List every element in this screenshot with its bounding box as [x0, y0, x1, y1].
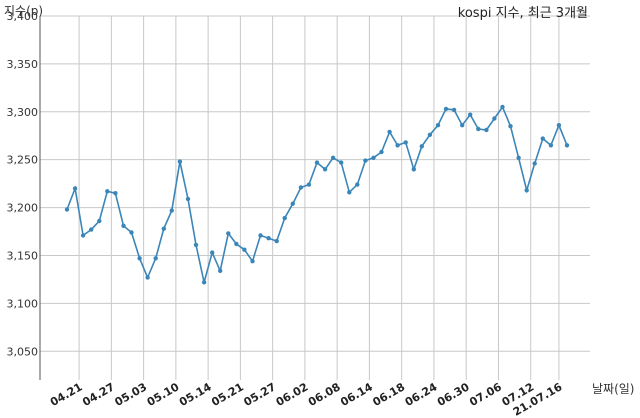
x-tick-label: 05.14	[177, 380, 214, 409]
data-point	[226, 231, 231, 236]
y-tick-label: 3,150	[7, 249, 39, 262]
grid-lines	[40, 15, 590, 380]
y-tick-label: 3,050	[7, 345, 39, 358]
data-point	[411, 167, 416, 172]
y-tick-label: 3,400	[7, 10, 39, 23]
data-point	[314, 160, 320, 165]
data-point	[80, 233, 86, 238]
data-point	[306, 182, 312, 187]
data-point	[250, 259, 255, 264]
data-point	[564, 143, 570, 148]
data-point	[169, 208, 174, 213]
x-tick-label: 06.18	[371, 380, 408, 409]
data-point	[379, 149, 384, 155]
y-tick-label: 3,350	[7, 58, 39, 71]
data-point	[121, 223, 126, 228]
data-point	[492, 116, 497, 121]
data-point	[451, 107, 457, 113]
data-point	[210, 250, 215, 255]
data-point	[282, 215, 287, 221]
y-axis-label: 지수(p)	[4, 4, 43, 18]
data-point	[468, 112, 473, 117]
data-point	[234, 241, 239, 247]
data-points	[64, 104, 570, 285]
data-point	[540, 136, 545, 141]
data-point	[137, 256, 142, 261]
x-tick-label: 06.30	[435, 380, 472, 409]
data-point	[548, 143, 554, 148]
data-point	[395, 143, 400, 148]
data-point	[185, 196, 191, 202]
data-point	[177, 159, 183, 164]
data-point	[435, 123, 441, 128]
data-point	[516, 155, 521, 160]
data-point	[290, 201, 295, 206]
data-point	[193, 242, 199, 248]
data-point	[64, 207, 70, 212]
data-point	[113, 191, 118, 196]
data-point	[387, 129, 392, 135]
y-tick-label: 3,200	[7, 202, 39, 215]
data-point	[161, 226, 166, 231]
x-tick-label: 06.14	[338, 380, 375, 409]
data-point	[218, 268, 223, 273]
x-tick-label: 06.24	[403, 380, 440, 409]
data-point	[460, 123, 465, 128]
data-point	[500, 104, 505, 110]
data-point	[403, 140, 408, 145]
data-point	[242, 247, 247, 252]
data-point	[484, 127, 489, 133]
data-point	[508, 124, 513, 129]
data-point	[145, 275, 150, 280]
data-point	[274, 238, 279, 244]
y-tick-labels: 3,050 3,100 3,150 3,200 3,250 3,300 3,350 3,400	[7, 10, 39, 358]
data-point	[97, 218, 102, 224]
chart-title: kospi 지수, 최근 3개월	[458, 6, 588, 21]
x-tick-label: 05.10	[145, 380, 182, 409]
data-point	[371, 155, 376, 160]
data-point	[524, 188, 529, 193]
data-point	[419, 144, 424, 149]
data-point	[363, 158, 368, 163]
data-point	[339, 160, 344, 165]
x-tick-label: 05.03	[112, 380, 149, 409]
x-tick-label: 07.06	[467, 380, 504, 409]
data-point	[322, 167, 328, 172]
data-point	[129, 230, 134, 235]
x-axis-label: 날짜(일)	[592, 382, 634, 396]
data-point	[330, 155, 336, 160]
data-point	[556, 123, 562, 128]
x-tick-label: 05.27	[242, 380, 279, 409]
data-point	[347, 190, 352, 195]
x-tick-label: 04.21	[48, 380, 85, 409]
x-tick-labels: 04.2104.2705.0305.1005.1405.2105.2706.02…	[48, 380, 565, 418]
kospi-series-line	[66, 105, 568, 283]
data-point	[266, 236, 271, 241]
data-point	[476, 126, 481, 132]
data-point	[532, 161, 537, 166]
y-tick-label: 3,250	[7, 154, 39, 167]
data-point	[105, 189, 110, 194]
data-point	[258, 233, 263, 238]
data-point	[89, 227, 94, 232]
data-point	[201, 280, 207, 285]
y-tick-label: 3,100	[7, 297, 39, 310]
x-tick-label: 06.08	[306, 380, 343, 409]
data-point	[427, 132, 433, 137]
data-point	[443, 106, 449, 112]
data-point	[72, 186, 78, 191]
x-tick-label: 05.21	[209, 380, 246, 409]
x-tick-label: 04.27	[80, 380, 117, 409]
data-point	[298, 185, 304, 190]
y-tick-label: 3,300	[7, 106, 39, 119]
data-point	[355, 182, 360, 187]
data-point	[153, 256, 158, 261]
x-tick-label: 06.02	[274, 380, 311, 409]
